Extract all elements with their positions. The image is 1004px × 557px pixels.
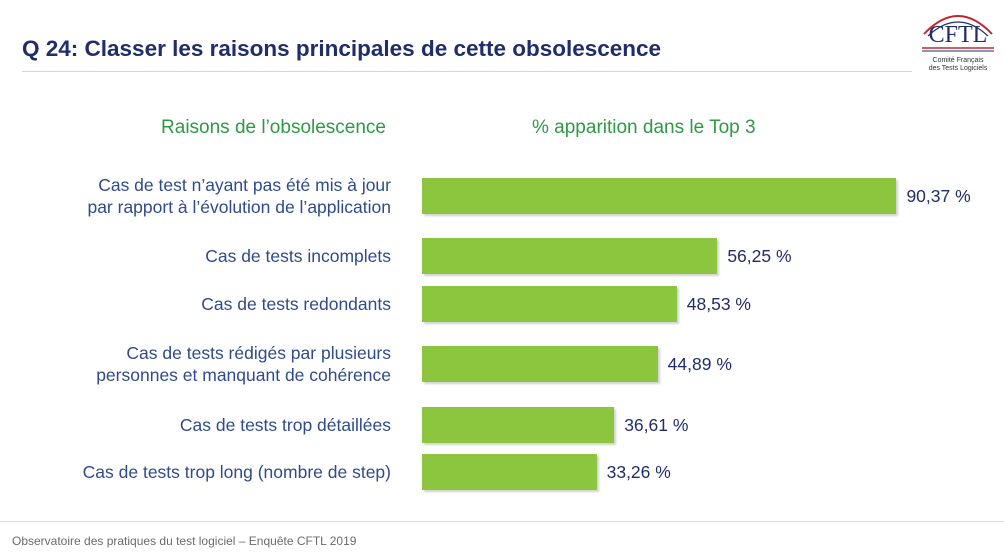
value-label-4: 44,89 %	[667, 354, 732, 374]
category-label-4-line-2: personnes et manquant de cohérence	[96, 365, 391, 385]
bar-4	[422, 346, 658, 382]
category-label-1-line-1: Cas de test n’ayant pas été mis à jour	[98, 175, 391, 195]
category-label-2-line-1: Cas de tests incomplets	[205, 246, 391, 266]
footer-divider	[0, 521, 1004, 522]
slide-title: Q 24: Classer les raisons principales de…	[22, 36, 662, 61]
title-divider	[22, 71, 912, 72]
bar-6	[422, 454, 597, 490]
bar-1	[422, 178, 897, 214]
logo-subtitle-line-2: des Tests Logiciels	[928, 65, 988, 72]
categories-column-header: Raisons de l’obsolescence	[161, 117, 386, 138]
value-label-2: 56,25 %	[727, 246, 792, 266]
category-label-4-line-1: Cas de tests rédigés par plusieurs	[126, 343, 391, 363]
category-label-5-line-1: Cas de tests trop détaillées	[179, 415, 391, 435]
bar-2	[422, 238, 718, 274]
value-label-5: 36,61 %	[624, 415, 689, 435]
values-column-header: % apparition dans le Top 3	[532, 117, 756, 138]
category-label-1-line-2: par rapport à l’évolution de l’applicati…	[87, 197, 391, 217]
logo-subtitle-line-1: Comité Français	[932, 57, 984, 64]
value-label-3: 48,53 %	[686, 294, 751, 314]
value-label-6: 33,26 %	[606, 462, 671, 482]
footer-text: Observatoire des pratiques du test logic…	[12, 534, 357, 548]
bar-3	[422, 286, 677, 322]
logo-wordmark: CFTL	[929, 22, 988, 48]
category-label-6-line-1: Cas de tests trop long (nombre de step)	[82, 462, 391, 482]
cftl-logo-mark: CFTL	[922, 15, 994, 52]
category-label-3-line-1: Cas de tests redondants	[201, 294, 391, 314]
value-label-1: 90,37 %	[906, 186, 971, 206]
cftl-logo: CFTL Comité Français des Tests Logiciels	[918, 4, 998, 76]
bar-5	[422, 407, 615, 443]
